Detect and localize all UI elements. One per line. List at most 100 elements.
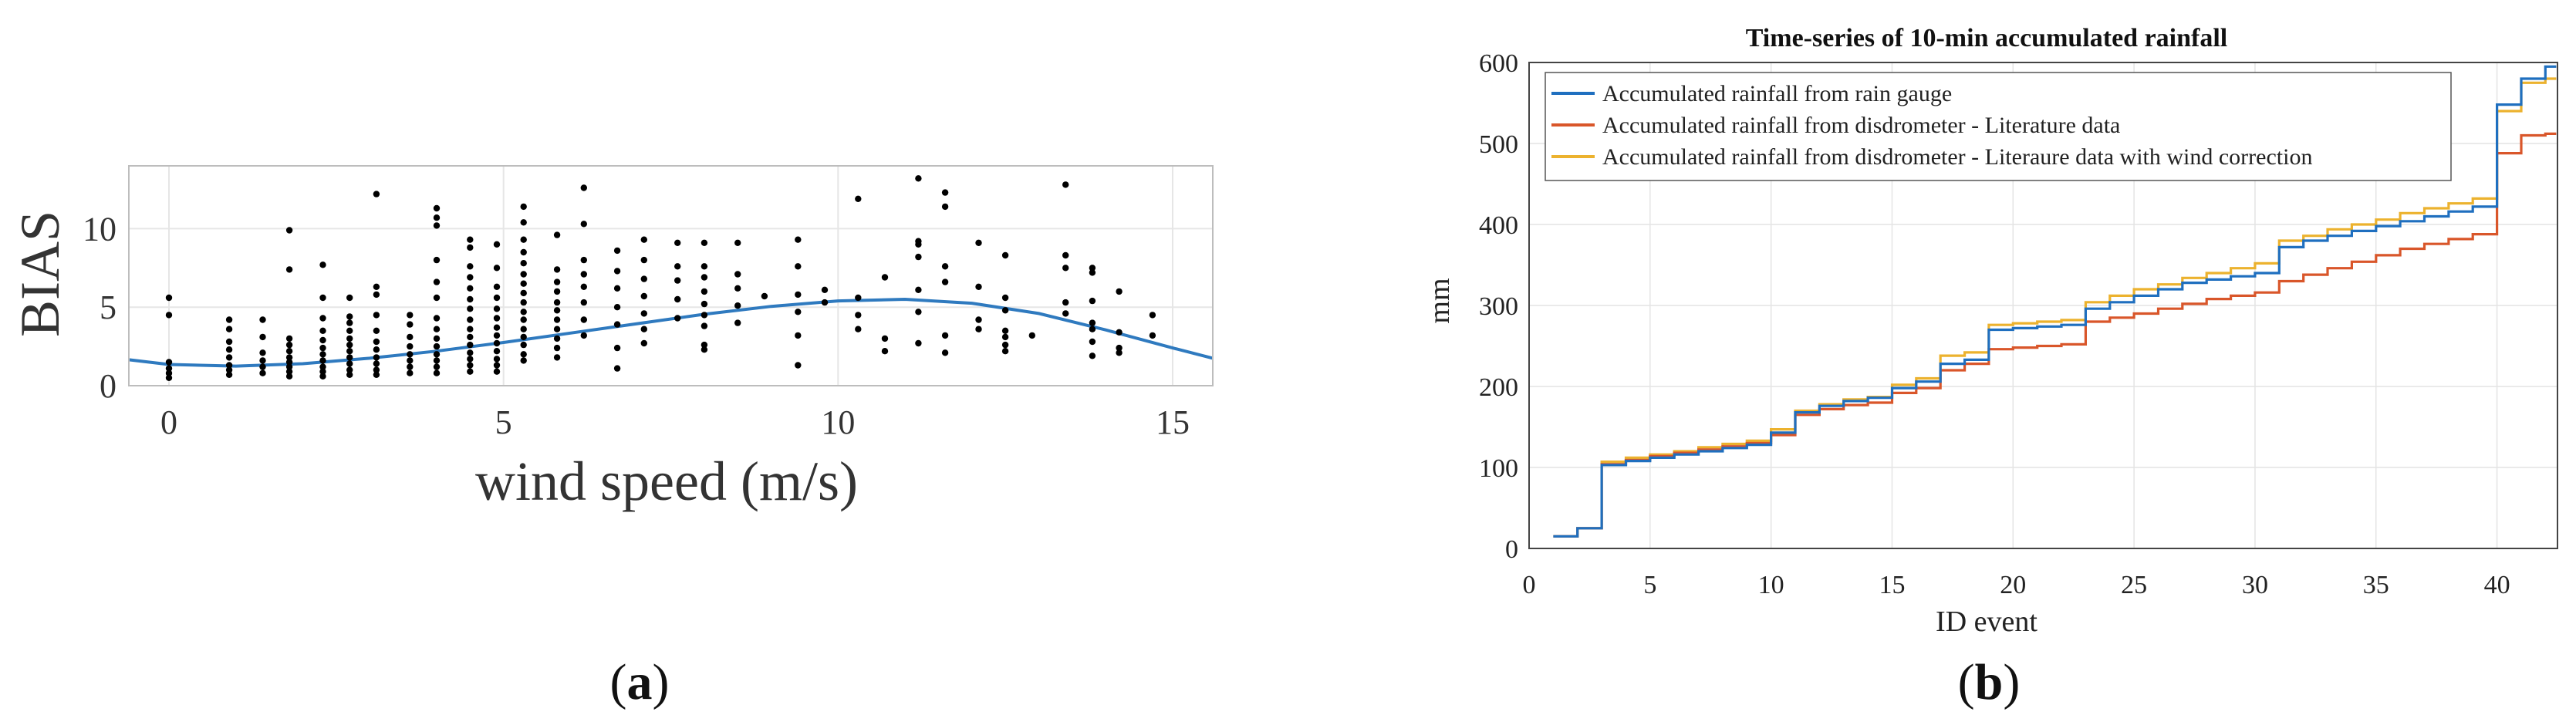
scatter-point <box>319 327 326 334</box>
scatter-point <box>373 366 380 373</box>
scatter-point <box>1116 329 1123 336</box>
scatter-point <box>941 203 949 211</box>
scatter-point <box>701 322 708 329</box>
scatter-point <box>674 239 681 246</box>
scatter-point <box>1149 312 1156 319</box>
scatter-point <box>373 360 380 367</box>
scatter-point <box>1028 332 1036 339</box>
scatter-point <box>493 241 501 248</box>
scatter-point <box>1062 265 1069 272</box>
scatter-point <box>520 316 527 323</box>
scatter-point <box>674 295 681 303</box>
scatter-point <box>225 326 233 332</box>
x-tick-label: 0 <box>160 403 177 441</box>
scatter-point <box>285 363 293 370</box>
caption-a-letter: a <box>627 654 653 710</box>
legend-box <box>1545 72 2452 181</box>
series-lines <box>1553 65 2557 538</box>
scatter-point <box>734 239 741 246</box>
scatter-point <box>493 265 501 272</box>
scatter-point <box>1001 341 1009 349</box>
y-tick-label: 500 <box>1479 130 1518 159</box>
scatter-points <box>165 175 1156 381</box>
scatter-point <box>795 332 802 339</box>
scatter-point <box>467 362 474 369</box>
scatter-point <box>734 302 741 309</box>
x-tick-label: 25 <box>2121 571 2147 599</box>
scatter-point <box>493 362 501 369</box>
scatter-point <box>520 326 527 332</box>
scatter-point <box>346 327 353 334</box>
scatter-point <box>346 319 353 326</box>
x-tick-label: 15 <box>1879 571 1905 599</box>
scatter-point <box>165 374 173 381</box>
y-tick-label: 10 <box>83 210 116 248</box>
scatter-point <box>640 310 647 317</box>
scatter-point <box>467 274 474 281</box>
scatter-point <box>734 285 741 292</box>
scatter-point <box>734 319 741 326</box>
scatter-point <box>520 271 527 278</box>
scatter-point <box>915 286 922 293</box>
scatter-point <box>407 333 414 341</box>
scatter-point <box>674 315 681 322</box>
y-axis-label: BIAS <box>9 211 71 337</box>
scatter-point <box>915 253 922 261</box>
scatter-point <box>580 299 587 306</box>
scatter-point <box>855 312 862 319</box>
scatter-point <box>701 312 708 319</box>
scatter-point <box>580 283 587 290</box>
scatter-point <box>467 326 474 332</box>
scatter-point <box>493 368 501 375</box>
scatter-point <box>640 275 647 282</box>
scatter-point <box>1062 299 1069 306</box>
scatter-point <box>881 348 889 355</box>
scatter-point <box>493 283 501 290</box>
scatter-point <box>165 294 173 302</box>
scatter-point <box>433 315 441 322</box>
scatter-point <box>795 291 802 299</box>
scatter-point <box>734 271 741 278</box>
x-tick-label: 20 <box>2000 571 2026 599</box>
scatter-point <box>553 288 561 295</box>
scatter-point <box>975 326 982 332</box>
scatter-point <box>520 203 527 211</box>
scatter-point <box>1116 344 1123 352</box>
x-tick-label: 10 <box>1758 571 1784 599</box>
scatter-point <box>285 373 293 380</box>
scatter-point <box>701 239 708 246</box>
scatter-point <box>225 366 233 373</box>
scatter-point <box>433 326 441 332</box>
scatter-point <box>701 288 708 295</box>
scatter-point <box>225 338 233 346</box>
scatter-point <box>433 256 441 264</box>
scatter-point <box>225 354 233 361</box>
y-tick-label: 300 <box>1479 292 1518 321</box>
scatter-point <box>613 285 621 292</box>
scatter-point <box>493 294 501 302</box>
scatter-point <box>259 316 266 323</box>
scatter-point <box>1149 332 1156 339</box>
scatter-point <box>640 326 647 332</box>
plot-frame <box>128 165 1214 386</box>
scatter-point <box>1089 269 1096 276</box>
y-tick-labels: 0 5 10 <box>83 210 116 405</box>
scatter-point <box>467 285 474 292</box>
scatter-point <box>433 335 441 342</box>
scatter-point <box>580 184 587 191</box>
scatter-point <box>613 268 621 275</box>
scatter-point <box>640 256 647 264</box>
scatter-point <box>407 357 414 364</box>
scatter-point <box>467 236 474 243</box>
scatter-point <box>433 351 441 358</box>
scatter-point <box>285 354 293 361</box>
scatter-point <box>319 315 326 322</box>
plot-area <box>129 166 1213 386</box>
scatter-point <box>855 326 862 332</box>
scatter-point <box>319 336 326 344</box>
scatter-point <box>795 263 802 270</box>
scatter-point <box>373 346 380 353</box>
scatter-point <box>433 369 441 376</box>
scatter-point <box>701 300 708 308</box>
scatter-point <box>467 349 474 356</box>
